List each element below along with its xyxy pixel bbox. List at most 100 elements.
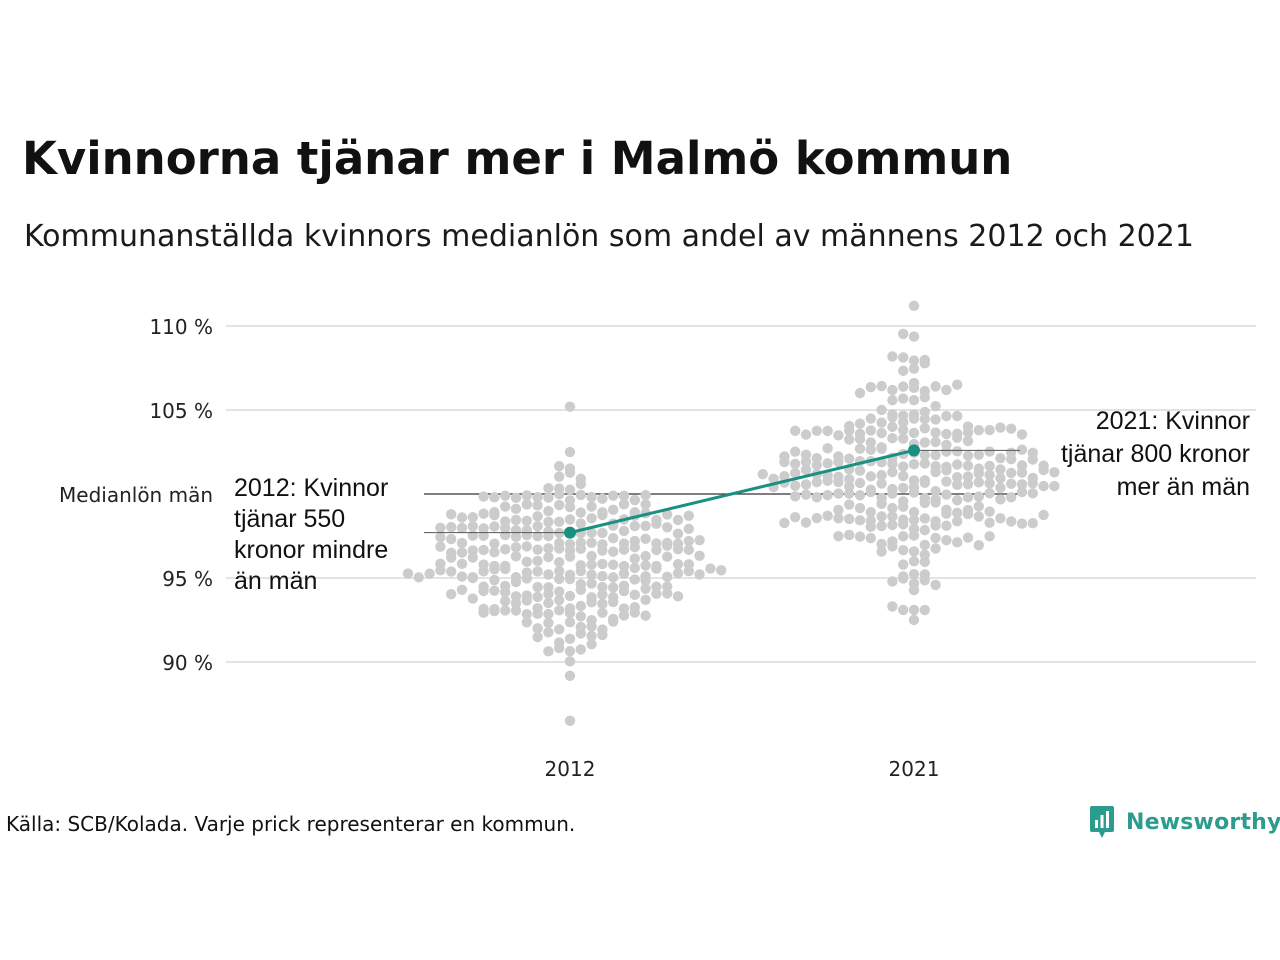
dot bbox=[995, 464, 1006, 475]
dot bbox=[662, 588, 673, 599]
dot bbox=[456, 547, 468, 558]
dot bbox=[908, 487, 920, 498]
dot bbox=[930, 381, 941, 392]
dot bbox=[543, 482, 554, 494]
dot bbox=[564, 616, 576, 628]
dot bbox=[608, 616, 619, 627]
dot bbox=[510, 503, 522, 515]
dot bbox=[683, 565, 694, 577]
dot bbox=[532, 623, 543, 634]
dot bbox=[489, 492, 500, 503]
dot bbox=[908, 604, 920, 616]
dot bbox=[833, 513, 844, 524]
dot bbox=[908, 514, 920, 526]
dot bbox=[521, 595, 532, 606]
dot bbox=[543, 627, 554, 638]
dot bbox=[898, 352, 909, 363]
dot bbox=[833, 456, 844, 468]
dot bbox=[941, 476, 952, 487]
dot bbox=[575, 600, 586, 612]
dot bbox=[597, 558, 608, 570]
dot bbox=[822, 489, 833, 501]
dot bbox=[446, 552, 457, 563]
dot bbox=[952, 459, 963, 470]
dot bbox=[683, 523, 694, 535]
dot bbox=[446, 566, 457, 577]
dot bbox=[532, 608, 543, 620]
dot bbox=[1016, 467, 1028, 478]
dot bbox=[790, 480, 801, 491]
dot bbox=[898, 417, 909, 428]
dot bbox=[930, 436, 941, 448]
dot bbox=[629, 541, 640, 553]
dot bbox=[608, 546, 619, 557]
dot bbox=[446, 533, 457, 545]
dot bbox=[811, 425, 822, 436]
dot bbox=[564, 573, 576, 585]
dot bbox=[876, 417, 887, 428]
dot bbox=[973, 425, 984, 436]
dot bbox=[554, 516, 565, 527]
dot bbox=[876, 511, 887, 522]
dot bbox=[662, 551, 673, 562]
dot bbox=[865, 425, 876, 436]
dot bbox=[543, 569, 554, 580]
dot bbox=[489, 546, 500, 558]
dot bbox=[822, 510, 833, 522]
dot bbox=[941, 489, 952, 500]
dot bbox=[446, 509, 457, 520]
dot bbox=[521, 490, 532, 501]
dot bbox=[908, 331, 920, 342]
highlight-line bbox=[569, 448, 915, 535]
dot bbox=[586, 550, 597, 562]
dot bbox=[586, 491, 597, 503]
dot bbox=[919, 413, 930, 425]
dot bbox=[618, 560, 630, 572]
dot bbox=[930, 543, 941, 554]
dot bbox=[887, 601, 898, 612]
dot bbox=[629, 562, 640, 574]
dot bbox=[543, 608, 554, 620]
dot bbox=[1027, 478, 1039, 489]
dot bbox=[510, 597, 522, 609]
dot bbox=[554, 488, 565, 500]
dot bbox=[1049, 467, 1060, 478]
dot bbox=[984, 517, 995, 528]
dot bbox=[435, 532, 446, 543]
dot bbox=[876, 546, 887, 557]
dot bbox=[930, 466, 941, 478]
dot bbox=[672, 528, 684, 539]
dot bbox=[1006, 516, 1017, 527]
dot bbox=[543, 597, 554, 609]
dot bbox=[887, 488, 898, 499]
dot bbox=[790, 491, 801, 502]
dot bbox=[898, 559, 909, 570]
brand-logo[interactable]: Newsworthy bbox=[1088, 804, 1280, 840]
dot bbox=[640, 594, 651, 606]
dot bbox=[1016, 429, 1028, 440]
dot bbox=[941, 410, 952, 422]
dot bbox=[543, 492, 554, 503]
source-note: Källa: SCB/Kolada. Varje prick represent… bbox=[6, 812, 576, 836]
dot bbox=[554, 566, 565, 577]
dot bbox=[575, 507, 586, 518]
dot bbox=[930, 532, 941, 544]
dot bbox=[618, 490, 630, 502]
dot bbox=[1027, 518, 1039, 529]
dot bbox=[898, 531, 909, 542]
dot bbox=[833, 488, 844, 499]
dot bbox=[811, 512, 822, 524]
dot bbox=[446, 521, 457, 533]
dot bbox=[629, 520, 640, 532]
dot bbox=[564, 446, 576, 458]
dot bbox=[467, 521, 478, 532]
dot bbox=[952, 507, 963, 519]
dot bbox=[973, 511, 984, 522]
dot bbox=[865, 381, 876, 393]
dot bbox=[467, 593, 478, 604]
dot bbox=[629, 589, 640, 601]
dot bbox=[898, 433, 909, 444]
dot bbox=[554, 586, 565, 597]
dot bbox=[919, 575, 930, 586]
dot bbox=[543, 617, 554, 629]
